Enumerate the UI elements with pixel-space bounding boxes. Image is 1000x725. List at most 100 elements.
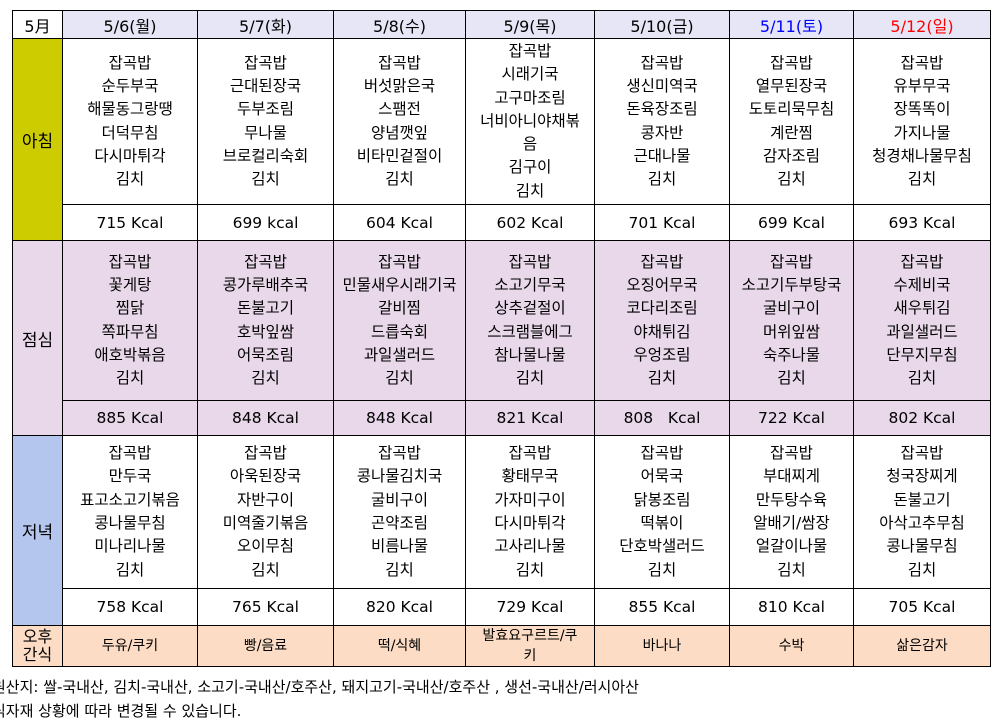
kcal-value: 808 Kcal	[595, 401, 730, 436]
menu-item: 잡곡밥	[508, 252, 552, 271]
snack-item: 떡/식혜	[334, 626, 466, 667]
kcal-value: 722 Kcal	[730, 401, 854, 436]
menu-item: 만두탕수육	[755, 490, 828, 509]
menu-cell: 잡곡밥 시래기국 고구마조림 너비아니야채볶 음 김구이 김치	[466, 39, 595, 205]
menu-item: 비름나물	[370, 537, 429, 556]
menu-item: 만두국	[108, 467, 152, 486]
snack-item: 수박	[730, 626, 854, 667]
menu-item: 근대된장국	[229, 76, 302, 95]
meal-label: 아침	[13, 39, 63, 241]
menu-item: 수제비국	[893, 275, 951, 294]
menu-item: 잡곡밥	[244, 53, 287, 72]
menu-item: 야채튀김	[633, 322, 691, 341]
menu-item: 고구마조림	[494, 88, 566, 107]
kcal-value: 848 Kcal	[198, 401, 334, 436]
day-header: 5/9(목)	[466, 11, 595, 39]
menu-item: 김치	[647, 369, 677, 388]
menu-item: 잡곡밥	[900, 444, 944, 463]
kcal-value: 705 Kcal	[854, 589, 991, 626]
kcal-value: 729 Kcal	[466, 589, 595, 626]
menu-item: 김치	[251, 170, 280, 189]
menu-cell: 잡곡밥 부대찌게 만두탕수육 알배기/쌈장 얼갈이나물 김치	[730, 436, 854, 589]
menu-item: 아삭고추무침	[879, 514, 965, 532]
menu-cell: 잡곡밥 열무된장국 도토리묵무침 계란찜 감자조림 김치	[730, 39, 854, 205]
menu-item: 오이무침	[236, 537, 295, 556]
menu-item: 소고기무국	[494, 275, 566, 294]
menu-item: 알배기/쌈장	[753, 514, 830, 532]
snack-label: 오후 간식	[13, 626, 63, 667]
menu-item: 콩가루배추국	[222, 275, 309, 294]
menu-item: 청경채나물무침	[872, 146, 972, 165]
menu-item: 호박잎쌈	[236, 322, 295, 341]
menu-cell: 잡곡밥 민물새우시래기국 갈비찜 드릅숙회 과일샐러드 김치	[334, 241, 466, 401]
menu-item: 김치	[777, 560, 806, 579]
menu-item: 잡곡밥	[640, 444, 684, 463]
menu-item: 잡곡밥	[508, 444, 552, 463]
menu-item: 굴비구이	[370, 490, 429, 509]
menu-cell: 잡곡밥 생신미역국 돈육장조림 콩자반 근대나물 김치	[595, 39, 730, 205]
menu-item: 드릅숙회	[370, 322, 429, 341]
kcal-value: 848 Kcal	[334, 401, 466, 436]
menu-item: 잡곡밥	[900, 53, 944, 72]
kcal-value: 604 Kcal	[334, 205, 466, 241]
menu-item: 머위잎쌈	[762, 322, 821, 341]
menu-item: 우엉조림	[633, 345, 691, 364]
menu-item: 잡곡밥	[770, 444, 813, 463]
day-header: 5/7(화)	[198, 11, 334, 39]
menu-item: 닭봉조림	[633, 490, 691, 509]
menu-item: 김치	[515, 369, 545, 388]
menu-item: 잡곡밥	[108, 252, 152, 271]
menu-item: 장똑똑이	[893, 100, 951, 119]
menu-item: 잡곡밥	[900, 252, 944, 271]
kcal-value: 821 Kcal	[466, 401, 595, 436]
menu-item: 다시마튀각	[494, 514, 566, 532]
menu-item: 쪽파무침	[101, 322, 159, 341]
menu-item: 잡곡밥	[108, 53, 152, 72]
menu-item: 너비아니야채볶	[480, 111, 580, 130]
menu-item: 김치	[907, 369, 937, 388]
menu-item: 청국장찌게	[886, 467, 958, 486]
menu-item: 잡곡밥	[378, 444, 421, 463]
menu-item: 김치	[115, 560, 145, 579]
menu-item: 잡곡밥	[640, 252, 684, 271]
kcal-value: 885 Kcal	[63, 401, 198, 436]
snack-item: 바나나	[595, 626, 730, 667]
menu-item: 과일샐러드	[886, 322, 958, 341]
menu-item: 자반구이	[236, 490, 295, 509]
day-header: 5/6(월)	[63, 11, 198, 39]
menu-item: 김치	[907, 560, 937, 579]
menu-item: 콩자반	[640, 123, 684, 142]
menu-item: 돈불고기	[236, 299, 295, 318]
menu-item: 애호박볶음	[94, 345, 166, 364]
menu-item: 코다리조림	[626, 299, 698, 318]
kcal-value: 701 Kcal	[595, 205, 730, 241]
menu-item: 두부조림	[236, 100, 295, 119]
menu-cell: 잡곡밥 버섯맑은국 스팸전 양념깻잎 비타민겉절이 김치	[334, 39, 466, 205]
menu-item: 꽃게탕	[108, 275, 152, 294]
menu-item: 표고소고기볶음	[80, 490, 180, 509]
snack-item: 삶은감자	[854, 626, 991, 667]
kcal-value: 820 Kcal	[334, 589, 466, 626]
menu-item: 열무된장국	[755, 76, 828, 95]
menu-cell: 잡곡밥 아욱된장국 자반구이 미역줄기볶음 오이무침 김치	[198, 436, 334, 589]
menu-item: 해물동그랑땡	[87, 100, 173, 119]
kcal-value: 602 Kcal	[466, 205, 595, 241]
menu-item: 단호박샐러드	[619, 537, 705, 556]
menu-item: 김치	[777, 369, 806, 388]
menu-item: 스크램블에그	[487, 322, 573, 341]
menu-cell: 잡곡밥 황태무국 가자미구이 다시마튀각 고사리나물 김치	[466, 436, 595, 589]
menu-cell: 잡곡밥 소고기무국 상추겉절이 스크램블에그 참나물나물 김치	[466, 241, 595, 401]
menu-item: 콩나물무침	[94, 514, 166, 532]
menu-item: 근대나물	[633, 146, 691, 165]
menu-item: 김치	[777, 170, 806, 189]
menu-item: 김치	[385, 369, 414, 388]
menu-item: 김치	[515, 560, 545, 579]
menu-cell: 잡곡밥 유부무국 장똑똑이 가지나물 청경채나물무침 김치	[854, 39, 991, 205]
kcal-value: 715 Kcal	[63, 205, 198, 241]
kcal-value: 802 Kcal	[854, 401, 991, 436]
day-header: 5/10(금)	[595, 11, 730, 39]
menu-item: 김치	[647, 560, 677, 579]
menu-item: 잡곡밥	[378, 252, 421, 271]
kcal-value: 758 Kcal	[63, 589, 198, 626]
menu-item: 음	[522, 135, 538, 154]
